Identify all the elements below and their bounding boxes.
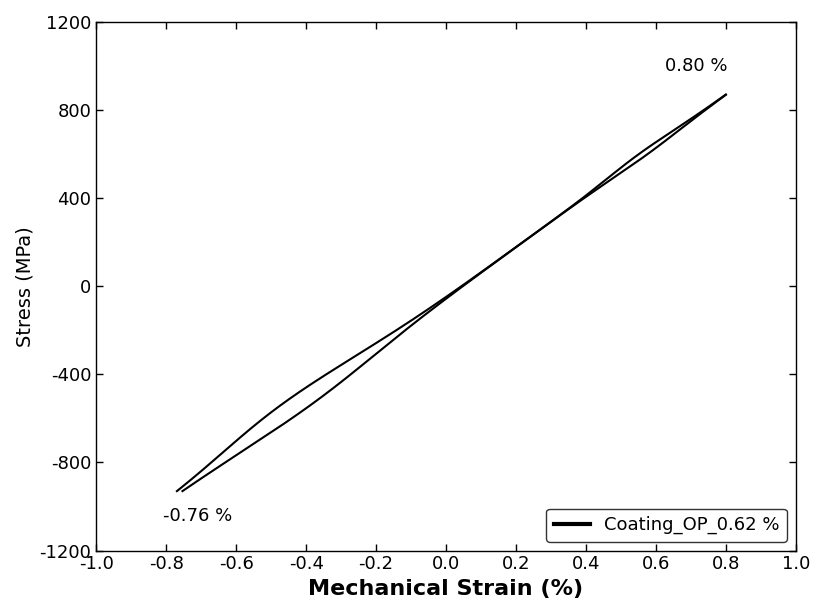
Text: 0.80 %: 0.80 % [665,57,727,75]
Y-axis label: Stress (MPa): Stress (MPa) [15,226,34,347]
Legend: Coating_OP_0.62 %: Coating_OP_0.62 % [546,509,787,542]
Text: -0.76 %: -0.76 % [163,507,232,524]
X-axis label: Mechanical Strain (%): Mechanical Strain (%) [309,579,583,599]
